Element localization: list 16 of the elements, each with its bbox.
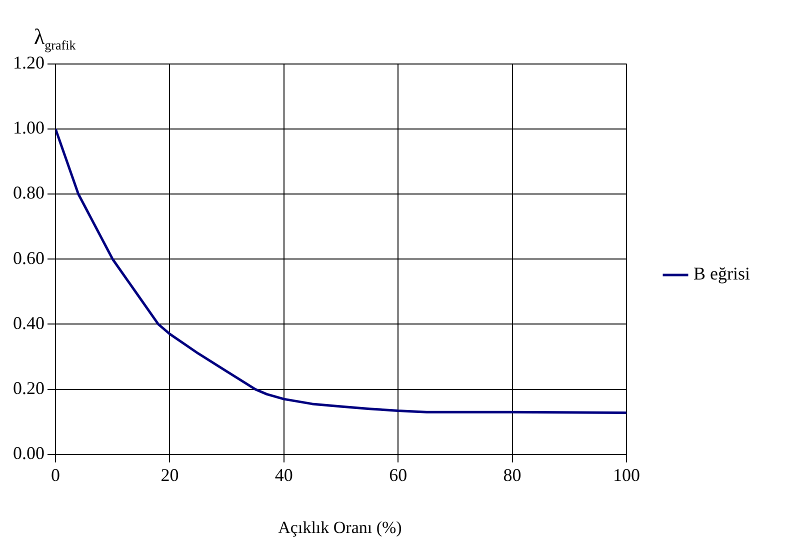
legend-label: B eğrisi	[694, 264, 750, 284]
y-tick-label: 0.00	[13, 443, 44, 464]
chart-title: λ$_{grafik}$	[34, 24, 76, 54]
x-tick-label: 60	[389, 464, 408, 485]
x-tick-label: 100	[613, 464, 640, 485]
x-tick-label: 0	[51, 464, 60, 485]
y-tick-label: 1.20	[13, 52, 44, 73]
y-tick-label: 0.40	[13, 312, 44, 333]
x-tick-label: 80	[503, 464, 522, 485]
x-tick-label: 20	[160, 464, 179, 485]
y-tick-label: 0.80	[13, 182, 44, 203]
x-axis-title: Açıklık Oranı (%)	[277, 518, 403, 538]
y-tick-label: 0.60	[13, 248, 44, 268]
x-tick-label: 40	[274, 464, 293, 485]
y-tick-label: 0.20	[13, 378, 44, 398]
y-tick-label: 1.00	[13, 118, 44, 138]
